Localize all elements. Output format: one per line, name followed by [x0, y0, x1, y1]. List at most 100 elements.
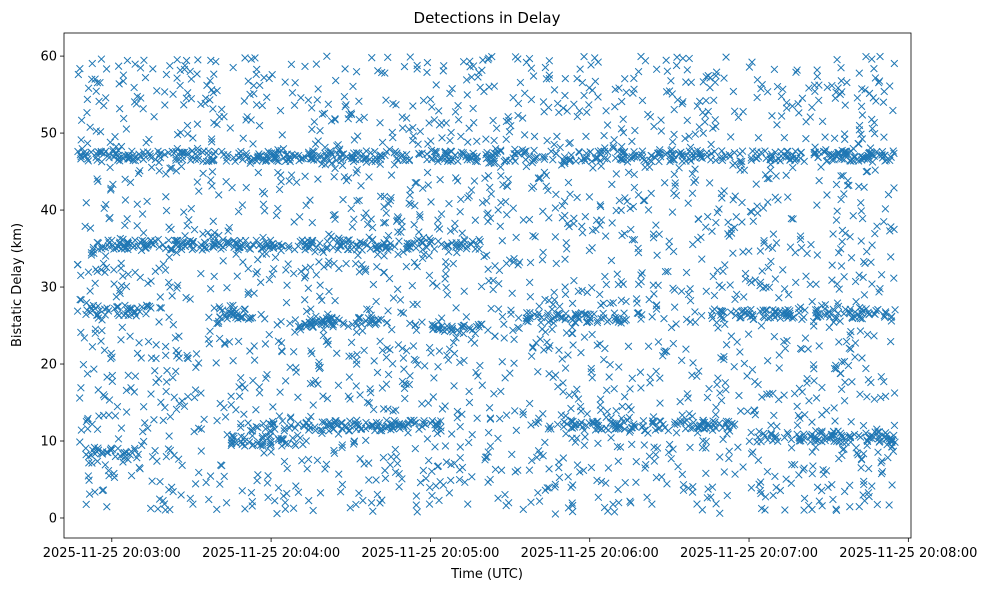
detection-point [235, 392, 244, 400]
detection-point [760, 432, 769, 440]
detection-point [796, 232, 805, 240]
detection-point [666, 157, 674, 166]
detection-point [394, 156, 402, 165]
detection-point [440, 327, 449, 336]
detection-point [83, 108, 91, 117]
detection-point [550, 140, 558, 149]
detection-point [526, 258, 535, 267]
detection-point [177, 245, 186, 254]
detection-point [362, 147, 371, 155]
detection-point [568, 499, 576, 507]
detection-point [885, 501, 893, 509]
detection-point [640, 156, 648, 164]
detection-point [183, 221, 191, 230]
detection-point [521, 89, 529, 98]
detection-point [384, 200, 393, 208]
detection-point [177, 491, 185, 499]
detection-point [494, 434, 502, 443]
detection-point [402, 380, 410, 389]
detection-point [809, 462, 817, 470]
detection-point [783, 428, 792, 437]
detection-point [334, 140, 342, 149]
detection-point [735, 391, 743, 400]
detection-point [496, 147, 505, 156]
detection-point [262, 374, 270, 382]
detection-point [510, 359, 518, 367]
detection-point [454, 157, 462, 166]
detection-point [146, 152, 155, 160]
detection-point [561, 364, 570, 372]
detection-point [424, 140, 432, 148]
detection-point [285, 177, 294, 185]
detection-point [123, 56, 132, 65]
detection-point [515, 258, 524, 266]
detection-point [103, 373, 111, 381]
detection-point [366, 388, 375, 397]
detection-point [83, 95, 92, 104]
detection-point [870, 129, 879, 138]
detection-point [543, 484, 551, 492]
detection-point [813, 251, 822, 259]
detection-point [545, 465, 553, 473]
detection-point [174, 455, 183, 463]
detection-point [152, 354, 160, 363]
detection-point [849, 211, 857, 220]
detection-point [413, 61, 421, 70]
detection-point [88, 343, 97, 351]
detection-point [712, 218, 720, 227]
detection-point [318, 418, 327, 426]
detection-point [282, 298, 291, 307]
detection-point [376, 118, 384, 127]
detection-point [406, 372, 414, 380]
detection-point [172, 248, 181, 257]
detection-point [590, 54, 599, 62]
detection-point [382, 416, 391, 425]
detection-point [610, 136, 618, 144]
detection-point [877, 270, 886, 279]
detection-point [486, 475, 494, 484]
detection-point [522, 58, 531, 67]
detection-point [688, 149, 696, 158]
detection-point [818, 429, 826, 437]
detection-point [93, 79, 102, 87]
detection-point [362, 418, 370, 427]
detection-point [591, 426, 600, 434]
detection-point [367, 53, 376, 62]
detection-point [248, 313, 257, 322]
detection-point [365, 233, 373, 241]
detection-point [240, 97, 249, 105]
detection-point [512, 426, 521, 435]
detection-point [434, 237, 443, 245]
detection-point [859, 273, 867, 282]
detection-point [613, 147, 622, 156]
detection-point [679, 97, 687, 106]
detection-point [329, 211, 338, 220]
detection-point [287, 171, 296, 179]
detection-point [166, 164, 174, 173]
detection-point [557, 411, 566, 419]
detection-point [765, 390, 774, 398]
detection-point [614, 457, 623, 465]
detection-point [387, 193, 395, 202]
detection-point [859, 257, 868, 266]
detection-point [85, 459, 93, 467]
detection-point [434, 362, 442, 371]
detection-point [874, 78, 883, 87]
detection-point [679, 152, 687, 160]
detection-point [218, 147, 226, 156]
detection-point [128, 147, 136, 155]
detection-point [137, 441, 146, 450]
detection-point [762, 154, 770, 163]
detection-point [747, 450, 756, 458]
detection-point [139, 437, 148, 446]
detection-point [863, 167, 872, 176]
detection-point [827, 432, 836, 440]
detection-point [237, 152, 245, 160]
detection-point [746, 277, 754, 285]
detection-point [702, 287, 711, 296]
detection-point [639, 421, 647, 430]
detection-point [108, 353, 116, 361]
detection-point [460, 287, 468, 295]
detection-point [867, 378, 875, 387]
detection-point [603, 155, 612, 163]
